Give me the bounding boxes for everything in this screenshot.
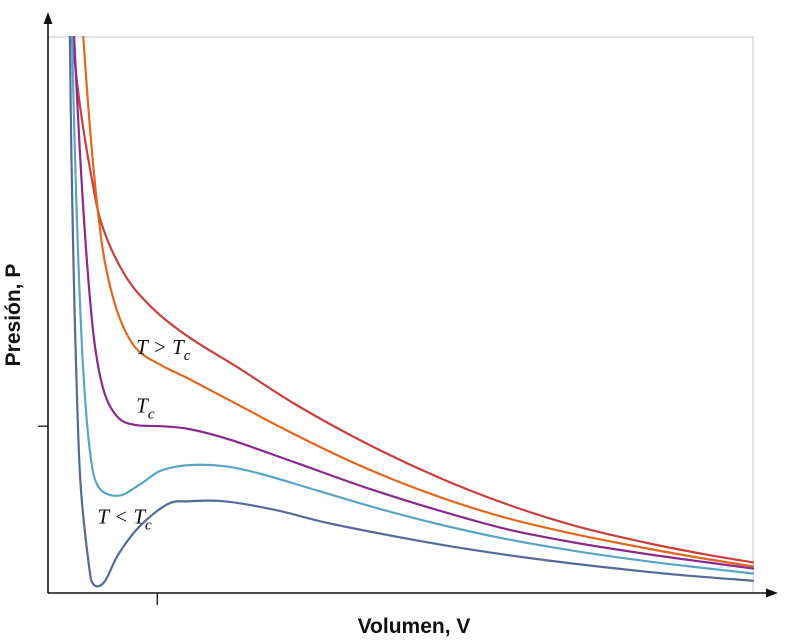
isotherm-line-2 [73,35,755,570]
isotherm-line-4 [68,35,755,588]
isotherm-series [68,35,755,588]
isotherm-line-3 [70,35,755,575]
x-axis-title: Volumen, V [358,615,471,638]
curve-label-t-crit: Tc [136,393,155,422]
curve-label-t-above: T > Tc [136,335,191,364]
y-axis-arrow [43,12,53,24]
isotherm-line-0 [70,35,755,564]
plot-frame [47,36,754,594]
isotherm-line-1 [82,35,755,568]
curve-label-t-below: T < Tc [97,505,152,534]
curve-label-subscript: c [148,406,155,422]
curve-label-base: T [136,393,149,417]
curve-label-base: T > T [136,335,185,359]
curve-label-subscript: c [184,348,191,364]
curve-label-base: T < T [97,505,146,529]
y-axis-title: Presión, P [2,264,25,367]
axis-ticks [38,425,158,605]
x-axis-arrow [766,588,778,598]
curve-label-subscript: c [145,518,152,534]
